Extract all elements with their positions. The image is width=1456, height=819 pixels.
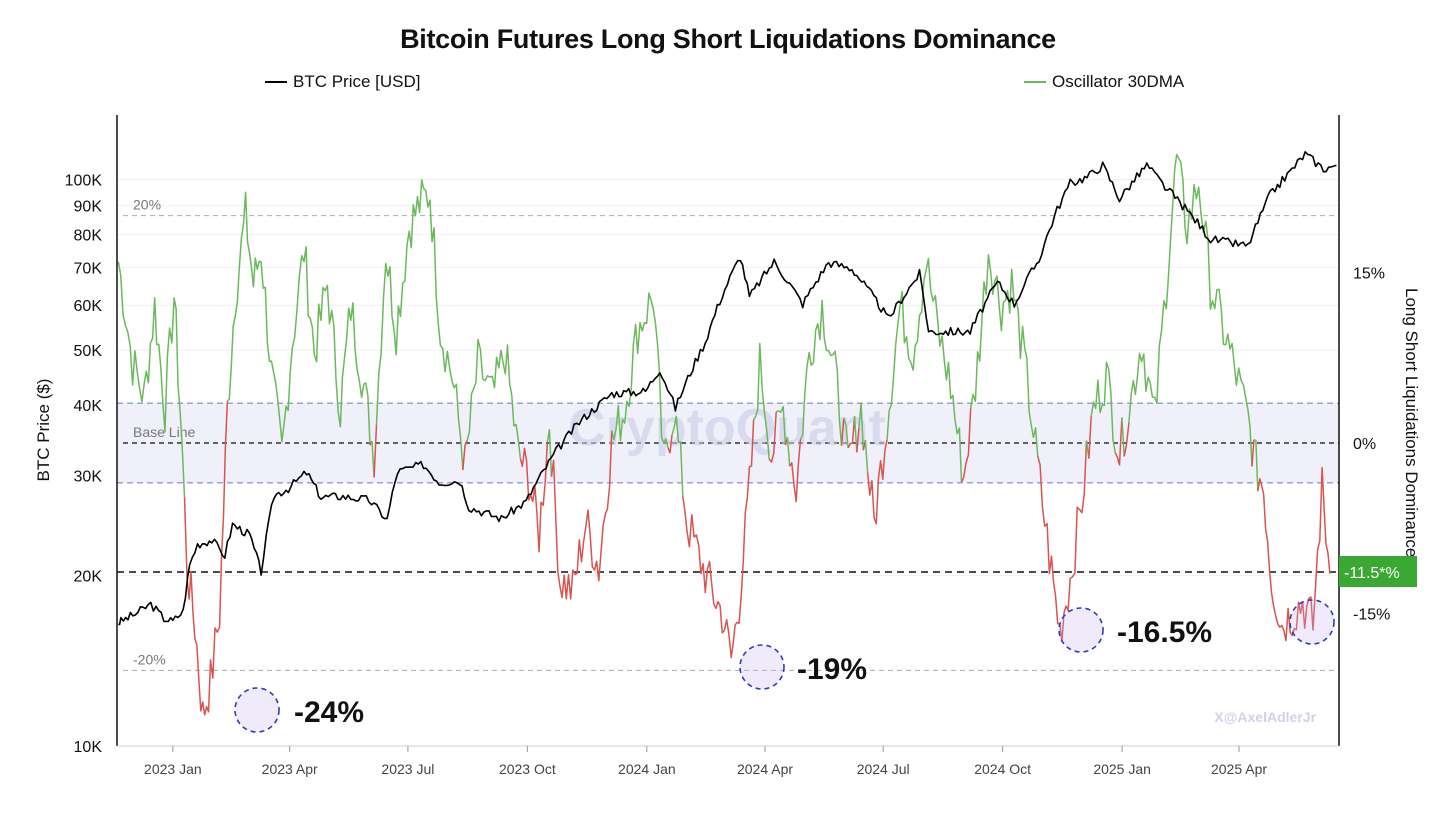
x-tick-label: 2023 Apr — [262, 761, 318, 777]
oscillator-line-negative — [840, 417, 845, 446]
oscillator-line-negative — [373, 424, 378, 478]
oscillator-line-positive — [466, 338, 522, 459]
current-value-badge: -11.5*% — [1339, 556, 1417, 587]
x-tick-label: 2025 Apr — [1211, 761, 1267, 777]
annotation-label: -16.5% — [1117, 616, 1212, 649]
right-tick-label: 15% — [1353, 265, 1385, 282]
oscillator-line-negative — [1114, 417, 1123, 466]
oscillator-line-negative — [183, 401, 229, 716]
oscillator-line-positive — [886, 257, 963, 483]
legend-btc-price[interactable]: BTC Price [USD] — [265, 72, 421, 92]
author-credit: X@AxelAdlerJr — [1214, 709, 1316, 725]
current-value-badge-text: -11.5*% — [1344, 565, 1400, 582]
left-tick-label: 70K — [74, 260, 103, 277]
right-tick-label: -15% — [1353, 607, 1390, 624]
x-tick-label: 2025 Jan — [1093, 761, 1151, 777]
annotation-circle — [1289, 599, 1335, 645]
oscillator-line-negative — [789, 439, 802, 503]
legend-swatch-green — [1024, 81, 1046, 83]
left-tick-label: 60K — [74, 298, 103, 315]
oscillator-line-negative — [960, 408, 972, 483]
oscillator-line-positive — [611, 292, 669, 448]
oscillator-line-positive — [969, 254, 1039, 457]
oscillator-line-negative — [1251, 439, 1255, 467]
btc-price-line — [118, 151, 1337, 626]
oscillator-line-positive — [864, 440, 869, 473]
reference-line-label: Base Line — [133, 424, 195, 440]
oscillator-line-positive — [1090, 361, 1116, 453]
oscillator-line-positive — [1253, 439, 1259, 492]
oscillator-line-negative — [768, 411, 777, 463]
oscillator-line-negative — [462, 440, 468, 471]
oscillator-line-positive — [853, 416, 858, 453]
left-tick-label: 90K — [74, 198, 103, 215]
annotation-circle — [739, 644, 785, 690]
annotation-circle — [1058, 607, 1104, 653]
legend-oscillator[interactable]: Oscillator 30DMA — [1024, 72, 1184, 92]
reference-line-label: 20% — [133, 197, 161, 213]
oscillator-line-positive — [799, 299, 843, 446]
x-tick-label: 2023 Oct — [499, 761, 556, 777]
legend-label-btc-price: BTC Price [USD] — [293, 72, 421, 91]
oscillator-line-negative — [667, 435, 673, 454]
left-tick-label: 100K — [65, 173, 103, 190]
left-tick-label: 40K — [74, 398, 103, 415]
left-axis-title: BTC Price ($) — [34, 379, 53, 482]
oscillator-line-positive — [546, 428, 553, 477]
oscillator-line-negative — [682, 419, 755, 659]
oscillator-line-negative — [856, 428, 860, 453]
oscillator-line-positive — [843, 417, 849, 448]
oscillator-line-negative — [550, 430, 613, 600]
oscillator-line-negative — [519, 441, 549, 553]
x-tick-label: 2023 Jul — [381, 761, 434, 777]
oscillator-line-negative — [1123, 422, 1130, 457]
oscillator-line-positive — [1128, 153, 1253, 467]
annotation-label: -19% — [797, 653, 867, 686]
oscillator-line-positive — [786, 437, 791, 467]
left-tick-label: 30K — [74, 469, 103, 486]
x-tick-label: 2024 Jan — [618, 761, 676, 777]
oscillator-line-positive — [858, 402, 865, 451]
current-value-badge-bg — [1339, 556, 1417, 587]
left-tick-label: 80K — [74, 227, 103, 244]
oscillator-line-positive — [671, 415, 684, 497]
left-tick-label: 20K — [74, 568, 103, 585]
oscillator-line-negative — [847, 416, 856, 449]
x-tick-label: 2024 Jul — [857, 761, 910, 777]
legend-label-oscillator: Oscillator 30DMA — [1052, 72, 1185, 91]
right-axis-title: Long Short Liquidations Dominance — [1402, 288, 1421, 557]
oscillator-line-positive — [752, 342, 770, 460]
x-tick-label: 2024 Oct — [974, 761, 1031, 777]
annotation-circle — [234, 687, 280, 733]
left-tick-label: 10K — [74, 739, 103, 756]
annotation-label: -24% — [294, 696, 364, 729]
oscillator-line-negative — [866, 439, 888, 525]
oscillator-line-negative — [1088, 415, 1092, 459]
left-tick-label: 50K — [74, 343, 103, 360]
oscillator-line-positive — [775, 406, 787, 446]
oscillator-line-positive — [375, 179, 464, 471]
oscillator-line-positive — [226, 191, 371, 446]
legend-swatch-black — [265, 81, 287, 83]
chart-title: Bitcoin Futures Long Short Liquidations … — [400, 24, 1056, 54]
oscillator-line-positive — [1121, 417, 1125, 457]
oscillator-line-positive — [117, 261, 186, 497]
right-tick-label: 0% — [1353, 436, 1376, 453]
x-tick-label: 2024 Apr — [737, 761, 793, 777]
x-tick-label: 2023 Jan — [144, 761, 202, 777]
reference-line-label: -20% — [133, 651, 166, 667]
